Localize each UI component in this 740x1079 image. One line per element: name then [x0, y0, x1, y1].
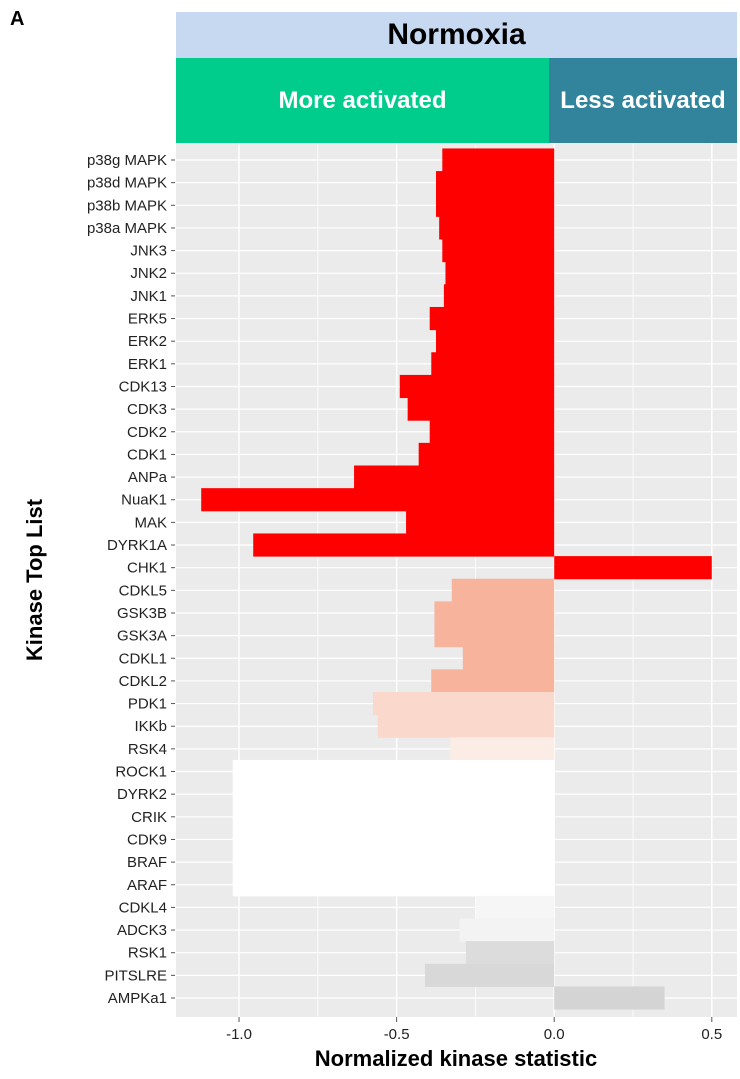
bar-jnk1: [443, 284, 555, 308]
bar-rsk1: [465, 941, 555, 965]
category-label: PITSLRE: [104, 967, 167, 984]
bar-jnk3: [442, 239, 555, 263]
bar-cdk3: [407, 397, 555, 421]
bar-p38a-mapk: [439, 216, 555, 240]
category-label: CDKL4: [119, 899, 167, 916]
bar-braf: [232, 850, 555, 874]
bar-cdk9: [232, 827, 555, 852]
category-label: GSK3A: [117, 628, 167, 645]
category-label: PDK1: [128, 696, 167, 713]
x-tick-label: -0.5: [384, 1026, 410, 1043]
category-label: JNK2: [130, 265, 167, 282]
category-label: GSK3B: [117, 605, 167, 622]
bar-araf: [232, 873, 555, 897]
category-label: DYRK2: [117, 786, 167, 803]
bar-pitslre: [424, 963, 555, 987]
more-activated-header: More activated: [176, 58, 549, 143]
category-label: CRIK: [131, 809, 167, 826]
category-label: CDKL2: [119, 673, 167, 690]
bars: [201, 148, 712, 1010]
bar-dyrk1a: [253, 533, 555, 557]
category-label: p38d MAPK: [87, 175, 167, 192]
category-label: ERK1: [128, 356, 167, 373]
bar-chk1: [554, 556, 712, 580]
bar-gsk3a: [434, 624, 555, 648]
category-label: NuaK1: [121, 492, 167, 509]
category-label: CDK1: [127, 446, 167, 463]
category-labels: p38g MAPK p38d MAPK p38b MAPK p38a MAPK JNK3…: [87, 152, 175, 1007]
bar-erk2: [436, 329, 555, 353]
category-label: BRAF: [127, 854, 167, 871]
bar-crik: [232, 805, 555, 829]
x-tick-label: 0.0: [544, 1026, 565, 1043]
category-label: CDKL1: [119, 650, 167, 667]
bar-mak: [406, 510, 555, 534]
category-label: CDK2: [127, 424, 167, 441]
bar-p38d-mapk: [436, 171, 555, 195]
bar-ampka1: [554, 986, 665, 1010]
x-tick-label: -1.0: [226, 1026, 252, 1043]
bar-cdkl1: [462, 646, 555, 670]
category-label: p38g MAPK: [87, 152, 167, 169]
bar-cdkl4: [475, 895, 555, 919]
category-label: IKKb: [134, 718, 167, 735]
bar-cdk13: [399, 374, 555, 399]
bar-p38g-mapk: [442, 148, 555, 172]
bar-jnk2: [445, 261, 555, 285]
category-label: CDK3: [127, 401, 167, 418]
bar-p38b-mapk: [436, 193, 555, 217]
category-label: ERK5: [128, 311, 167, 328]
category-label: MAK: [134, 514, 167, 531]
y-axis-label: Kinase Top List: [22, 498, 47, 661]
bar-rock1: [232, 759, 555, 784]
category-label: ROCK1: [115, 764, 167, 781]
condition-title: Normoxia: [176, 12, 737, 58]
x-axis-ticks: -1.0 -0.5 0.0 0.5: [226, 1017, 722, 1043]
panel-letter: A: [10, 8, 25, 30]
category-label: ADCK3: [117, 922, 167, 939]
bar-adck3: [459, 918, 555, 942]
category-label: CHK1: [127, 560, 167, 577]
category-label: RSK1: [128, 945, 167, 962]
category-label: CDK13: [119, 378, 167, 395]
x-tick-label: 0.5: [701, 1026, 722, 1043]
category-label: ANPa: [128, 469, 168, 486]
less-activated-header: Less activated: [549, 58, 737, 143]
bar-gsk3b: [434, 601, 555, 625]
bar-cdkl2: [431, 669, 555, 693]
category-label: p38b MAPK: [87, 197, 167, 214]
category-label: p38a MAPK: [87, 220, 167, 237]
bar-rsk4: [450, 737, 555, 761]
bar-erk1: [431, 352, 555, 376]
bar-erk5: [429, 306, 555, 331]
bar-dyrk2: [232, 782, 555, 806]
bar-nuak1: [201, 488, 555, 512]
x-axis-label: Normalized kinase statistic: [315, 1046, 597, 1071]
category-label: CDKL5: [119, 582, 167, 599]
category-label: JNK3: [130, 243, 167, 260]
category-label: RSK4: [128, 741, 167, 758]
bar-pdk1: [372, 691, 555, 716]
category-label: CDK9: [127, 831, 167, 848]
bar-ikkb: [377, 714, 555, 738]
bar-cdk1: [418, 442, 555, 467]
category-label: DYRK1A: [107, 537, 167, 554]
bar-anpa: [354, 465, 555, 489]
category-label: AMPKa1: [108, 990, 167, 1007]
bar-cdk2: [429, 420, 555, 444]
bar-cdkl5: [451, 578, 555, 602]
category-label: ARAF: [127, 877, 167, 894]
category-label: JNK1: [130, 288, 167, 305]
category-label: ERK2: [128, 333, 167, 350]
